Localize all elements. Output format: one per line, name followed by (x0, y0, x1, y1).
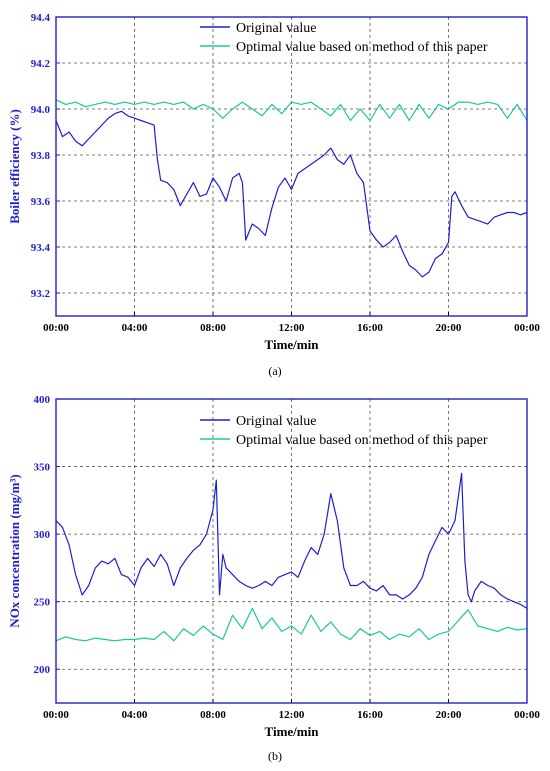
x-tick-label: 04:00 (122, 709, 148, 721)
x-axis-label: Time/min (265, 724, 320, 739)
x-tick-label: 08:00 (200, 322, 226, 334)
y-axis-label: NOx concentration (mg/m³) (7, 474, 22, 627)
x-tick-label: 00:00 (43, 322, 69, 334)
x-tick-label: 04:00 (122, 322, 148, 334)
plot-frame (55, 398, 528, 704)
panel-label: (a) (268, 364, 281, 378)
series-line-original (55, 472, 528, 609)
x-tick-label: 08:00 (200, 709, 226, 721)
x-tick-label: 12:00 (279, 709, 305, 721)
y-tick-label: 93.2 (31, 288, 51, 300)
y-tick-label: 93.6 (31, 196, 51, 208)
y-tick-label: 93.4 (31, 242, 51, 254)
x-axis-label: Time/min (265, 337, 320, 352)
y-tick-label: 200 (34, 664, 51, 676)
y-tick-label: 94.0 (31, 104, 51, 116)
x-tick-label: 12:00 (279, 322, 305, 334)
x-tick-label: 20:00 (436, 322, 462, 334)
y-tick-label: 400 (34, 394, 51, 406)
plot-frame (55, 16, 528, 317)
y-tick-label: 94.2 (31, 58, 51, 70)
x-tick-label: 16:00 (357, 322, 383, 334)
legend-label: Original value (236, 414, 316, 429)
x-tick-label: 16:00 (357, 709, 383, 721)
y-tick-label: 94.4 (31, 12, 51, 24)
y-tick-label: 250 (34, 597, 51, 609)
x-tick-label: 00:00 (43, 709, 69, 721)
y-tick-label: 93.8 (31, 150, 51, 162)
y-tick-label: 350 (34, 462, 51, 474)
x-tick-label: 00:00 (514, 322, 540, 334)
series-line-optimal (55, 99, 528, 122)
chart-panel-2: 00:00 04:00 08:00 12:00 16:00 20:00 00:00 200 25… (7, 394, 540, 763)
legend-label: Optimal value based on method of this pa… (236, 40, 488, 55)
chart-panel-1: 00:00 04:00 08:00 12:00 16:00 20:00 00:00 93.2 9… (7, 12, 540, 378)
y-tick-label: 300 (34, 529, 51, 541)
panel-label: (b) (268, 749, 282, 763)
legend-label: Optimal value based on method of this pa… (236, 433, 488, 448)
legend-label: Original value (236, 21, 316, 36)
x-tick-label: 20:00 (436, 709, 462, 721)
x-tick-label: 00:00 (514, 709, 540, 721)
y-axis-label: Boiler efficiency (%) (7, 109, 22, 224)
series-line-original (55, 110, 528, 278)
